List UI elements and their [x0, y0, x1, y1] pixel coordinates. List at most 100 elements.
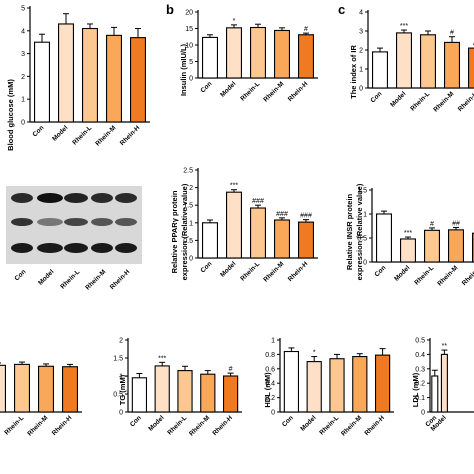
hdl-ytick-label: 0.8 — [265, 352, 275, 359]
ir-bar-rhein-h — [468, 47, 474, 89]
tg-bar-model — [154, 365, 170, 413]
ir-ylabel: The index of IR — [349, 45, 358, 99]
hdl-ytick-label: 0.4 — [265, 381, 275, 388]
tc-category-label: Model — [0, 414, 2, 432]
insr-ylabel-line2: expression (Relative value) — [355, 183, 364, 280]
hdl-category-label: Rhein-M — [340, 414, 363, 437]
glucose-bar-con — [34, 41, 50, 123]
ldl-ytick-label: 0 — [421, 410, 425, 417]
insulin-bar-rhein-m — [274, 29, 290, 79]
ppar-category-label: Rhein-H — [287, 260, 310, 283]
glucose-ytick-label: 5 — [21, 6, 25, 13]
panel-glucose: Blood glucose (mM) 0 1 2 3 4 5 Con Model Rhein-L… — [6, 6, 150, 151]
ppar-bar-rhein-m — [274, 219, 290, 259]
panel-insr: Relative INSR protein expression (Relati… — [345, 183, 474, 288]
ppar-significance-label: *** — [230, 183, 238, 190]
blot-lane-label: Rhein-H — [109, 268, 132, 291]
ldl-ytick-label: 0.3 — [415, 366, 425, 373]
insr-significance-label: *** — [404, 230, 412, 237]
hdl-ytick-label: 0.2 — [265, 395, 275, 402]
insr-category-label: Rhein-L — [413, 264, 435, 286]
insulin-ytick-label: 5 — [189, 59, 193, 66]
hdl-bar-rhein-m — [352, 356, 368, 413]
glucose-ytick-label: 0 — [21, 120, 25, 127]
insr-bar-rhein-h — [472, 232, 474, 263]
tg-bar-rhein-l — [177, 370, 193, 413]
ldl-bar-model — [440, 353, 448, 413]
ir-ytick-label: 4 — [359, 10, 363, 17]
western-blot: Con Model Rhein-L Rhein-M Rhein-H — [6, 186, 142, 292]
glucose-bar-model — [58, 23, 74, 123]
ppar-category-label: Rhein-M — [262, 260, 285, 283]
insr-bar-rhein-l — [424, 229, 440, 263]
ppar-significance-label: ### — [276, 211, 288, 218]
insulin-ylabel: Insulin (mIU/L) — [179, 43, 188, 96]
ppar-ytick-label: 0 — [189, 256, 193, 263]
blot-band — [91, 193, 113, 203]
tg-category-label: Rhein-M — [188, 414, 211, 437]
glucose-category-label: Model — [51, 124, 69, 142]
panel-letter-c: c — [338, 2, 345, 17]
ppar-ytick-label: 2.5 — [183, 168, 193, 175]
hdl-category-label: Rhein-H — [363, 414, 386, 437]
hdl-ylabel: HDL (mM) — [263, 372, 272, 408]
hdl-category-label: Model — [299, 414, 317, 432]
ir-category-label: Rhein-H — [457, 90, 474, 113]
insr-ytick-label: 1.5 — [357, 188, 367, 195]
ir-ytick-label: 0 — [359, 86, 363, 93]
ir-bar-rhein-l — [420, 34, 436, 89]
hdl-bar-rhein-h — [374, 354, 391, 413]
insulin-category-label: Model — [219, 80, 237, 98]
ppar-significance-label: ### — [252, 198, 264, 205]
blot-band — [115, 243, 137, 253]
glucose-category-label: Rhein-L — [71, 124, 93, 146]
blot-band — [64, 218, 88, 226]
ir-significance-label: *** — [400, 23, 408, 30]
insr-bar-con — [376, 213, 392, 263]
ppar-ytick-label: 1 — [189, 220, 193, 227]
blot-band — [11, 193, 33, 203]
insulin-category-label: Rhein-L — [239, 80, 261, 102]
hdl-significance-label: * — [313, 350, 316, 357]
glucose-category-label: Con — [32, 124, 46, 138]
blot-lane-label: Rhein-M — [84, 268, 107, 291]
hdl-bar-rhein-l — [329, 358, 345, 413]
insr-category-label: Con — [374, 264, 388, 278]
hdl-category-label: Con — [281, 414, 295, 428]
insulin-ytick-label: 0 — [189, 76, 193, 83]
tg-significance-label: *** — [158, 355, 166, 362]
ir-bar-rhein-m — [444, 41, 460, 89]
tc-bar-model — [0, 364, 6, 413]
ir-significance-label: # — [450, 30, 454, 37]
tc-category-label: Rhein-H — [51, 414, 74, 437]
ldl-ytick-label: 0.1 — [415, 395, 425, 402]
tc-bar-rhein-m — [38, 365, 54, 413]
hdl-ytick-label: 0.6 — [265, 366, 275, 373]
insr-category-label: Model — [393, 264, 411, 282]
insr-ytick-label: 0 — [363, 260, 367, 267]
tg-significance-label: # — [229, 366, 233, 373]
tc-category-label: Rhein-M — [26, 414, 49, 437]
ir-category-label: Con — [370, 90, 384, 104]
blot-band — [91, 243, 113, 253]
glucose-category-label: Rhein-H — [119, 124, 142, 147]
insulin-category-label: Rhein-M — [262, 80, 285, 103]
ir-category-label: Rhein-M — [432, 90, 455, 113]
blot-band — [11, 218, 33, 226]
tg-ytick-label: 1 — [119, 374, 123, 381]
tc-category-label: Rhein-L — [3, 414, 25, 436]
ldl-significance-label: ** — [442, 343, 448, 350]
ppar-ylabel-line2: expression (Relative value) — [180, 183, 189, 280]
ldl-ytick-label: 0.2 — [415, 381, 425, 388]
ldl-ylabel: LDL (mM) — [411, 372, 420, 407]
glucose-bar-rhein-h — [130, 37, 146, 123]
ppar-ytick-label: 1.5 — [183, 203, 193, 210]
insulin-significance-label: # — [304, 26, 308, 33]
insulin-bar-model — [226, 27, 242, 79]
ppar-ytick-label: 2 — [189, 185, 193, 192]
glucose-bar-rhein-m — [106, 34, 122, 123]
